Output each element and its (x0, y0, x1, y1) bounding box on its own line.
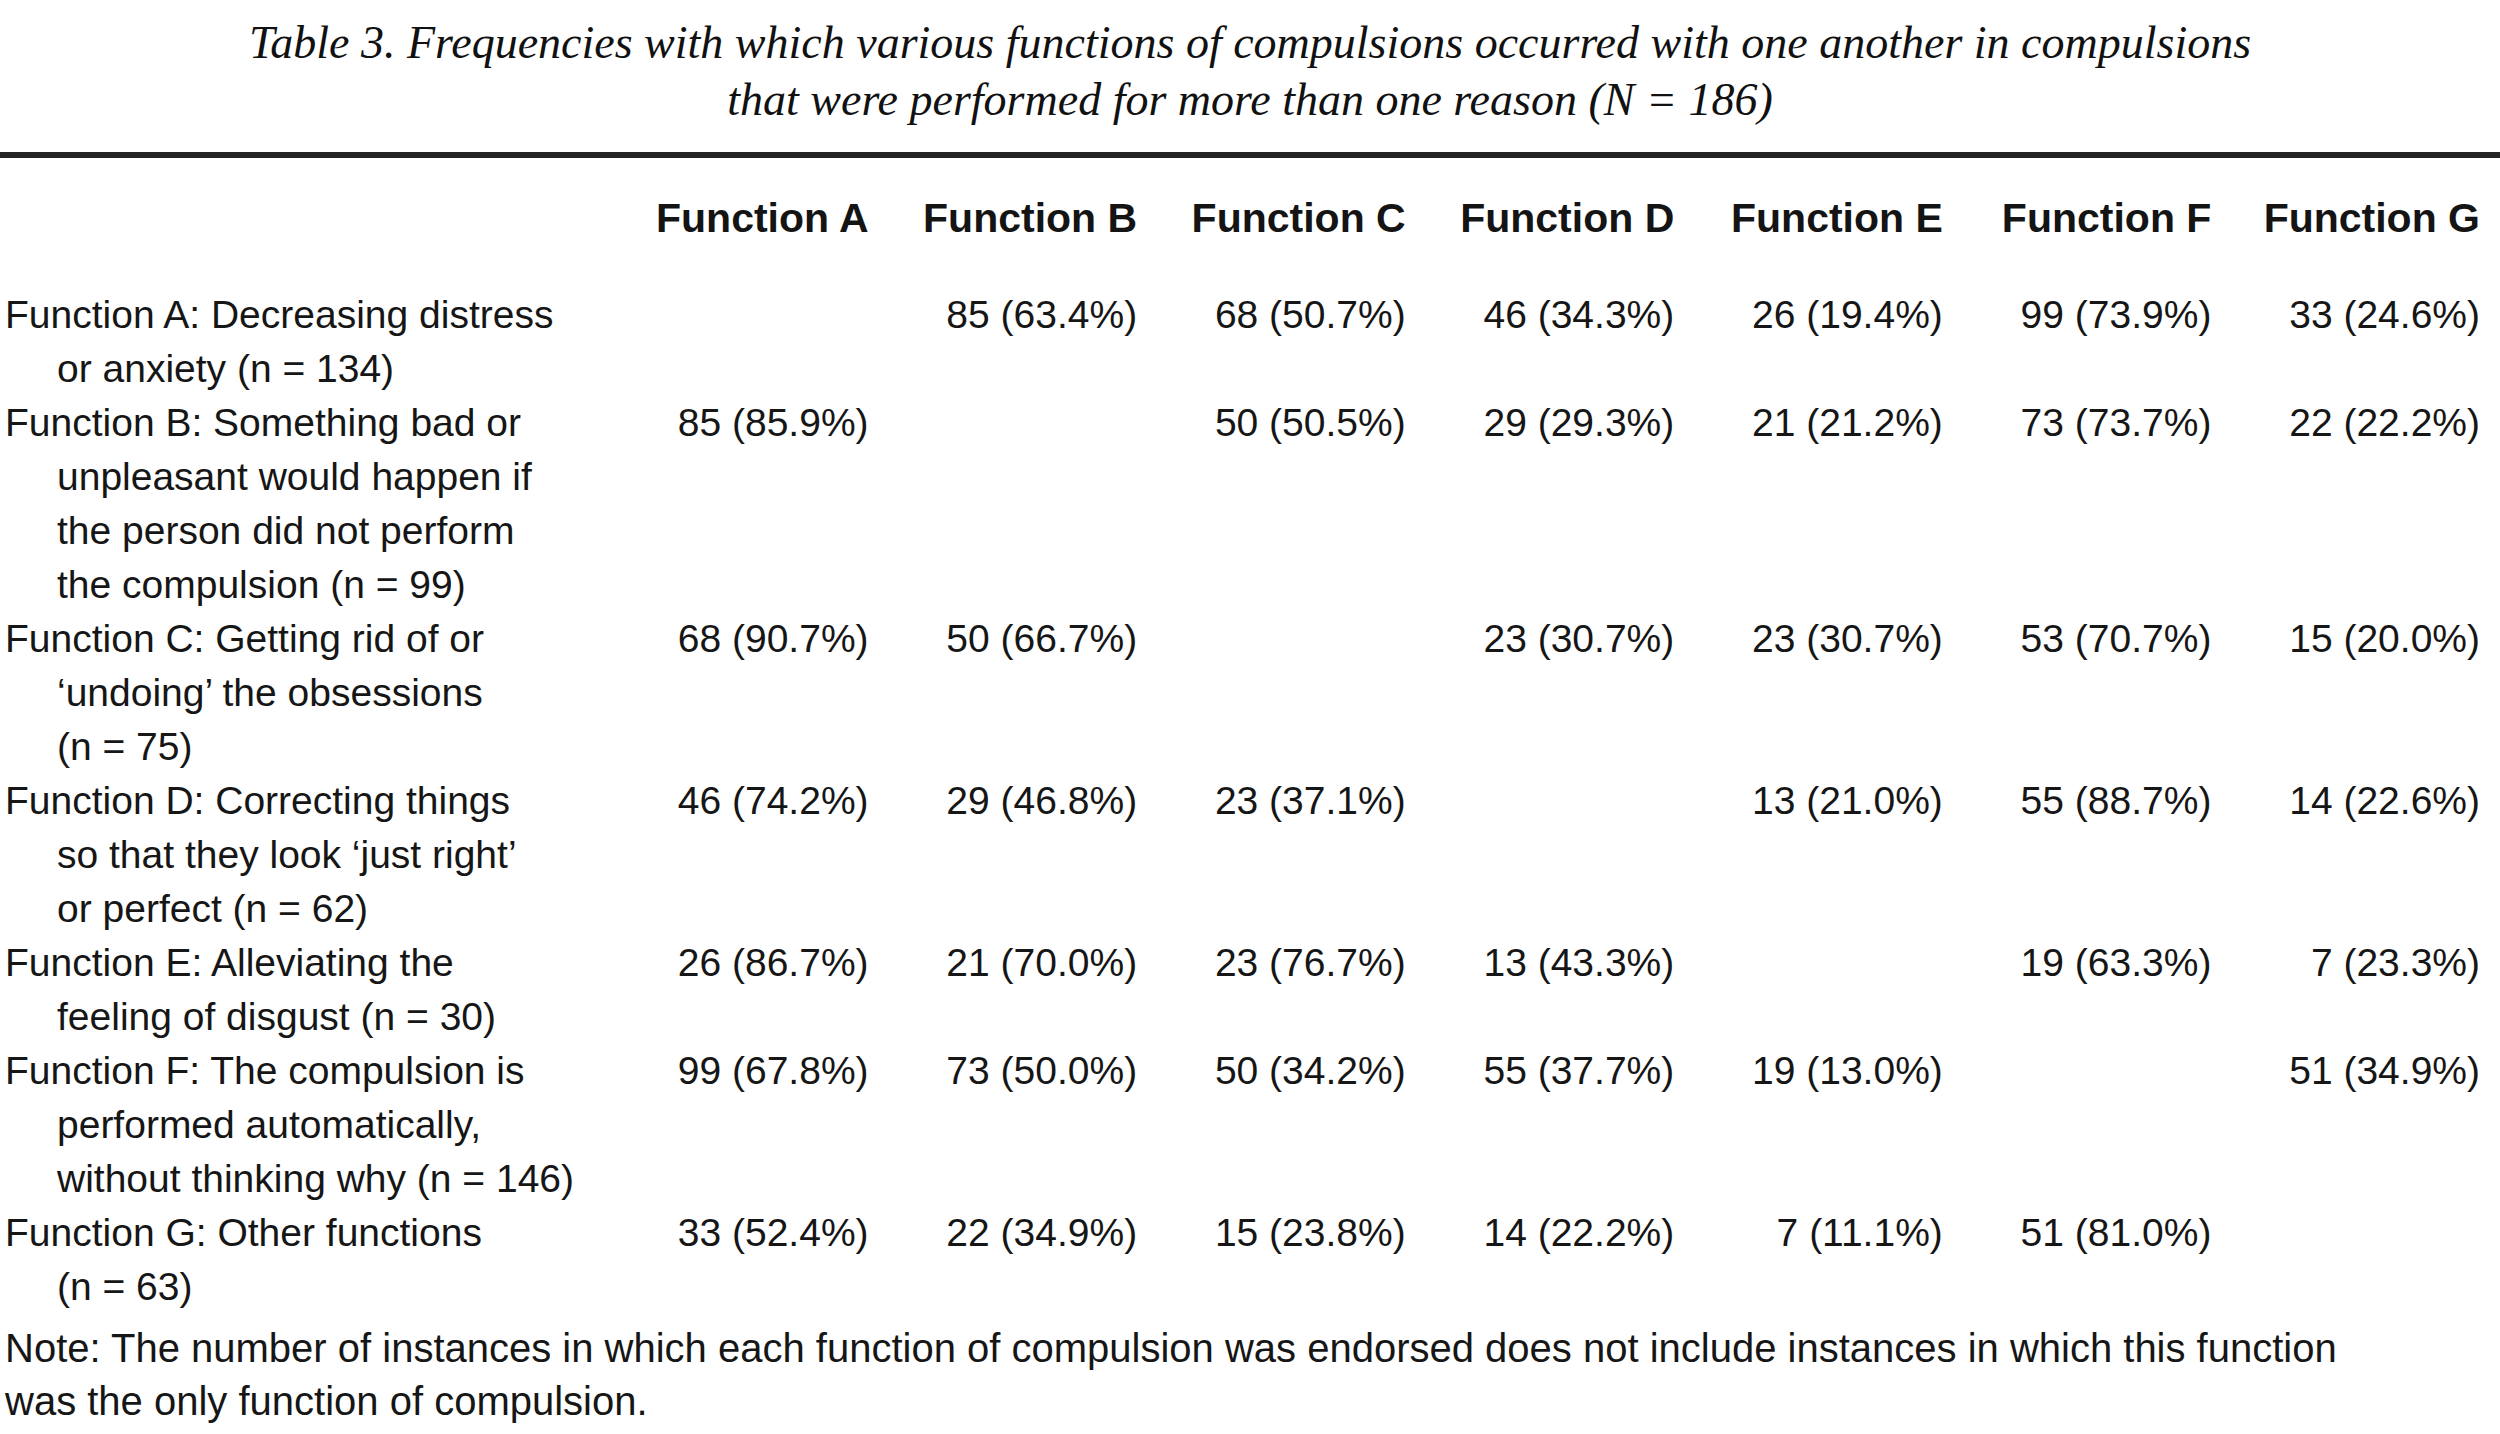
row-label-function-f: Function F: The compulsion is performed … (0, 1044, 620, 1206)
frequency-cell: 7 (23.3%) (2231, 936, 2500, 1044)
table-row: Function F: The compulsion is performed … (0, 1044, 2500, 1206)
column-header-function-g: Function G (2231, 158, 2500, 288)
frequency-cell: 23 (30.7%) (1694, 612, 1963, 774)
frequency-cell: 19 (63.3%) (1963, 936, 2232, 1044)
frequency-cell: 21 (70.0%) (889, 936, 1158, 1044)
frequency-cell: 23 (30.7%) (1426, 612, 1695, 774)
frequency-cell (889, 396, 1158, 612)
frequency-cell: 51 (81.0%) (1963, 1206, 2232, 1314)
frequency-cell (1694, 936, 1963, 1044)
frequency-cell: 55 (37.7%) (1426, 1044, 1695, 1206)
row-label-line: Function G: Other functions (5, 1206, 620, 1260)
frequency-cell: 33 (24.6%) (2231, 288, 2500, 396)
row-label-function-d: Function D: Correcting things so that th… (0, 774, 620, 936)
row-label-line: or anxiety (n = 134) (5, 342, 620, 396)
frequency-cell: 22 (22.2%) (2231, 396, 2500, 612)
row-label-line: Function C: Getting rid of or (5, 612, 620, 666)
frequency-cell: 33 (52.4%) (620, 1206, 889, 1314)
row-label-line: without thinking why (n = 146) (5, 1152, 620, 1206)
frequency-cell: 99 (73.9%) (1963, 288, 2232, 396)
row-label-line: or perfect (n = 62) (5, 882, 620, 936)
row-label-line: Function D: Correcting things (5, 774, 620, 828)
row-label-line: so that they look ‘just right’ (5, 828, 620, 882)
document-page: Table 3. Frequencies with which various … (0, 0, 2500, 1434)
frequency-cell: 68 (50.7%) (1157, 288, 1426, 396)
frequency-cell: 46 (34.3%) (1426, 288, 1695, 396)
frequency-table: Function A Function B Function C Functio… (0, 158, 2500, 1314)
frequency-cell: 53 (70.7%) (1963, 612, 2232, 774)
frequency-cell: 29 (29.3%) (1426, 396, 1695, 612)
row-label-line: (n = 63) (5, 1260, 620, 1314)
frequency-cell: 26 (19.4%) (1694, 288, 1963, 396)
row-label-line: the compulsion (n = 99) (5, 558, 620, 612)
row-label-function-c: Function C: Getting rid of or ‘undoing’ … (0, 612, 620, 774)
frequency-cell: 15 (20.0%) (2231, 612, 2500, 774)
row-label-line: unpleasant would happen if (5, 450, 620, 504)
table-caption: Table 3. Frequencies with which various … (0, 0, 2500, 128)
frequency-cell: 50 (50.5%) (1157, 396, 1426, 612)
frequency-cell: 51 (34.9%) (2231, 1044, 2500, 1206)
frequency-cell: 13 (21.0%) (1694, 774, 1963, 936)
row-label-line: Function A: Decreasing distress (5, 288, 620, 342)
column-header-function-a: Function A (620, 158, 889, 288)
table-row: Function B: Something bad or unpleasant … (0, 396, 2500, 612)
frequency-cell: 55 (88.7%) (1963, 774, 2232, 936)
note-line-2: was the only function of compulsion. (5, 1375, 2500, 1428)
table-note: Note: The number of instances in which e… (0, 1322, 2500, 1428)
frequency-cell: 19 (13.0%) (1694, 1044, 1963, 1206)
row-label-line: performed automatically, (5, 1098, 620, 1152)
frequency-cell: 22 (34.9%) (889, 1206, 1158, 1314)
table-row: Function E: Alleviating the feeling of d… (0, 936, 2500, 1044)
frequency-cell: 14 (22.6%) (2231, 774, 2500, 936)
column-header-function-b: Function B (889, 158, 1158, 288)
frequency-cell: 85 (85.9%) (620, 396, 889, 612)
row-label-line: Function F: The compulsion is (5, 1044, 620, 1098)
column-header-function-e: Function E (1694, 158, 1963, 288)
frequency-cell: 99 (67.8%) (620, 1044, 889, 1206)
row-label-line: Function E: Alleviating the (5, 936, 620, 990)
column-header-function-c: Function C (1157, 158, 1426, 288)
caption-line-1: Table 3. Frequencies with which various … (0, 14, 2500, 71)
corner-cell (0, 158, 620, 288)
frequency-cell (620, 288, 889, 396)
row-label-line: Function B: Something bad or (5, 396, 620, 450)
frequency-cell: 21 (21.2%) (1694, 396, 1963, 612)
frequency-cell: 15 (23.8%) (1157, 1206, 1426, 1314)
frequency-cell: 68 (90.7%) (620, 612, 889, 774)
row-label-function-b: Function B: Something bad or unpleasant … (0, 396, 620, 612)
frequency-cell: 7 (11.1%) (1694, 1206, 1963, 1314)
row-label-line: the person did not perform (5, 504, 620, 558)
frequency-cell (1963, 1044, 2232, 1206)
row-label-line: (n = 75) (5, 720, 620, 774)
table-row: Function G: Other functions (n = 63) 33 … (0, 1206, 2500, 1314)
row-label-function-e: Function E: Alleviating the feeling of d… (0, 936, 620, 1044)
frequency-cell: 50 (34.2%) (1157, 1044, 1426, 1206)
column-header-function-d: Function D (1426, 158, 1695, 288)
frequency-cell: 26 (86.7%) (620, 936, 889, 1044)
frequency-cell (1157, 612, 1426, 774)
frequency-cell: 23 (76.7%) (1157, 936, 1426, 1044)
table-row: Function A: Decreasing distress or anxie… (0, 288, 2500, 396)
table-row: Function D: Correcting things so that th… (0, 774, 2500, 936)
frequency-cell: 73 (73.7%) (1963, 396, 2232, 612)
frequency-cell: 23 (37.1%) (1157, 774, 1426, 936)
frequency-cell: 46 (74.2%) (620, 774, 889, 936)
frequency-cell: 85 (63.4%) (889, 288, 1158, 396)
row-label-function-g: Function G: Other functions (n = 63) (0, 1206, 620, 1314)
frequency-cell: 13 (43.3%) (1426, 936, 1695, 1044)
table-row: Function C: Getting rid of or ‘undoing’ … (0, 612, 2500, 774)
frequency-cell: 73 (50.0%) (889, 1044, 1158, 1206)
frequency-cell: 14 (22.2%) (1426, 1206, 1695, 1314)
note-line-1: Note: The number of instances in which e… (5, 1322, 2500, 1375)
frequency-cell (1426, 774, 1695, 936)
frequency-cell: 29 (46.8%) (889, 774, 1158, 936)
column-header-function-f: Function F (1963, 158, 2232, 288)
row-label-line: feeling of disgust (n = 30) (5, 990, 620, 1044)
row-label-function-a: Function A: Decreasing distress or anxie… (0, 288, 620, 396)
frequency-cell: 50 (66.7%) (889, 612, 1158, 774)
frequency-cell (2231, 1206, 2500, 1314)
header-row: Function A Function B Function C Functio… (0, 158, 2500, 288)
caption-line-2: that were performed for more than one re… (0, 71, 2500, 128)
row-label-line: ‘undoing’ the obsessions (5, 666, 620, 720)
